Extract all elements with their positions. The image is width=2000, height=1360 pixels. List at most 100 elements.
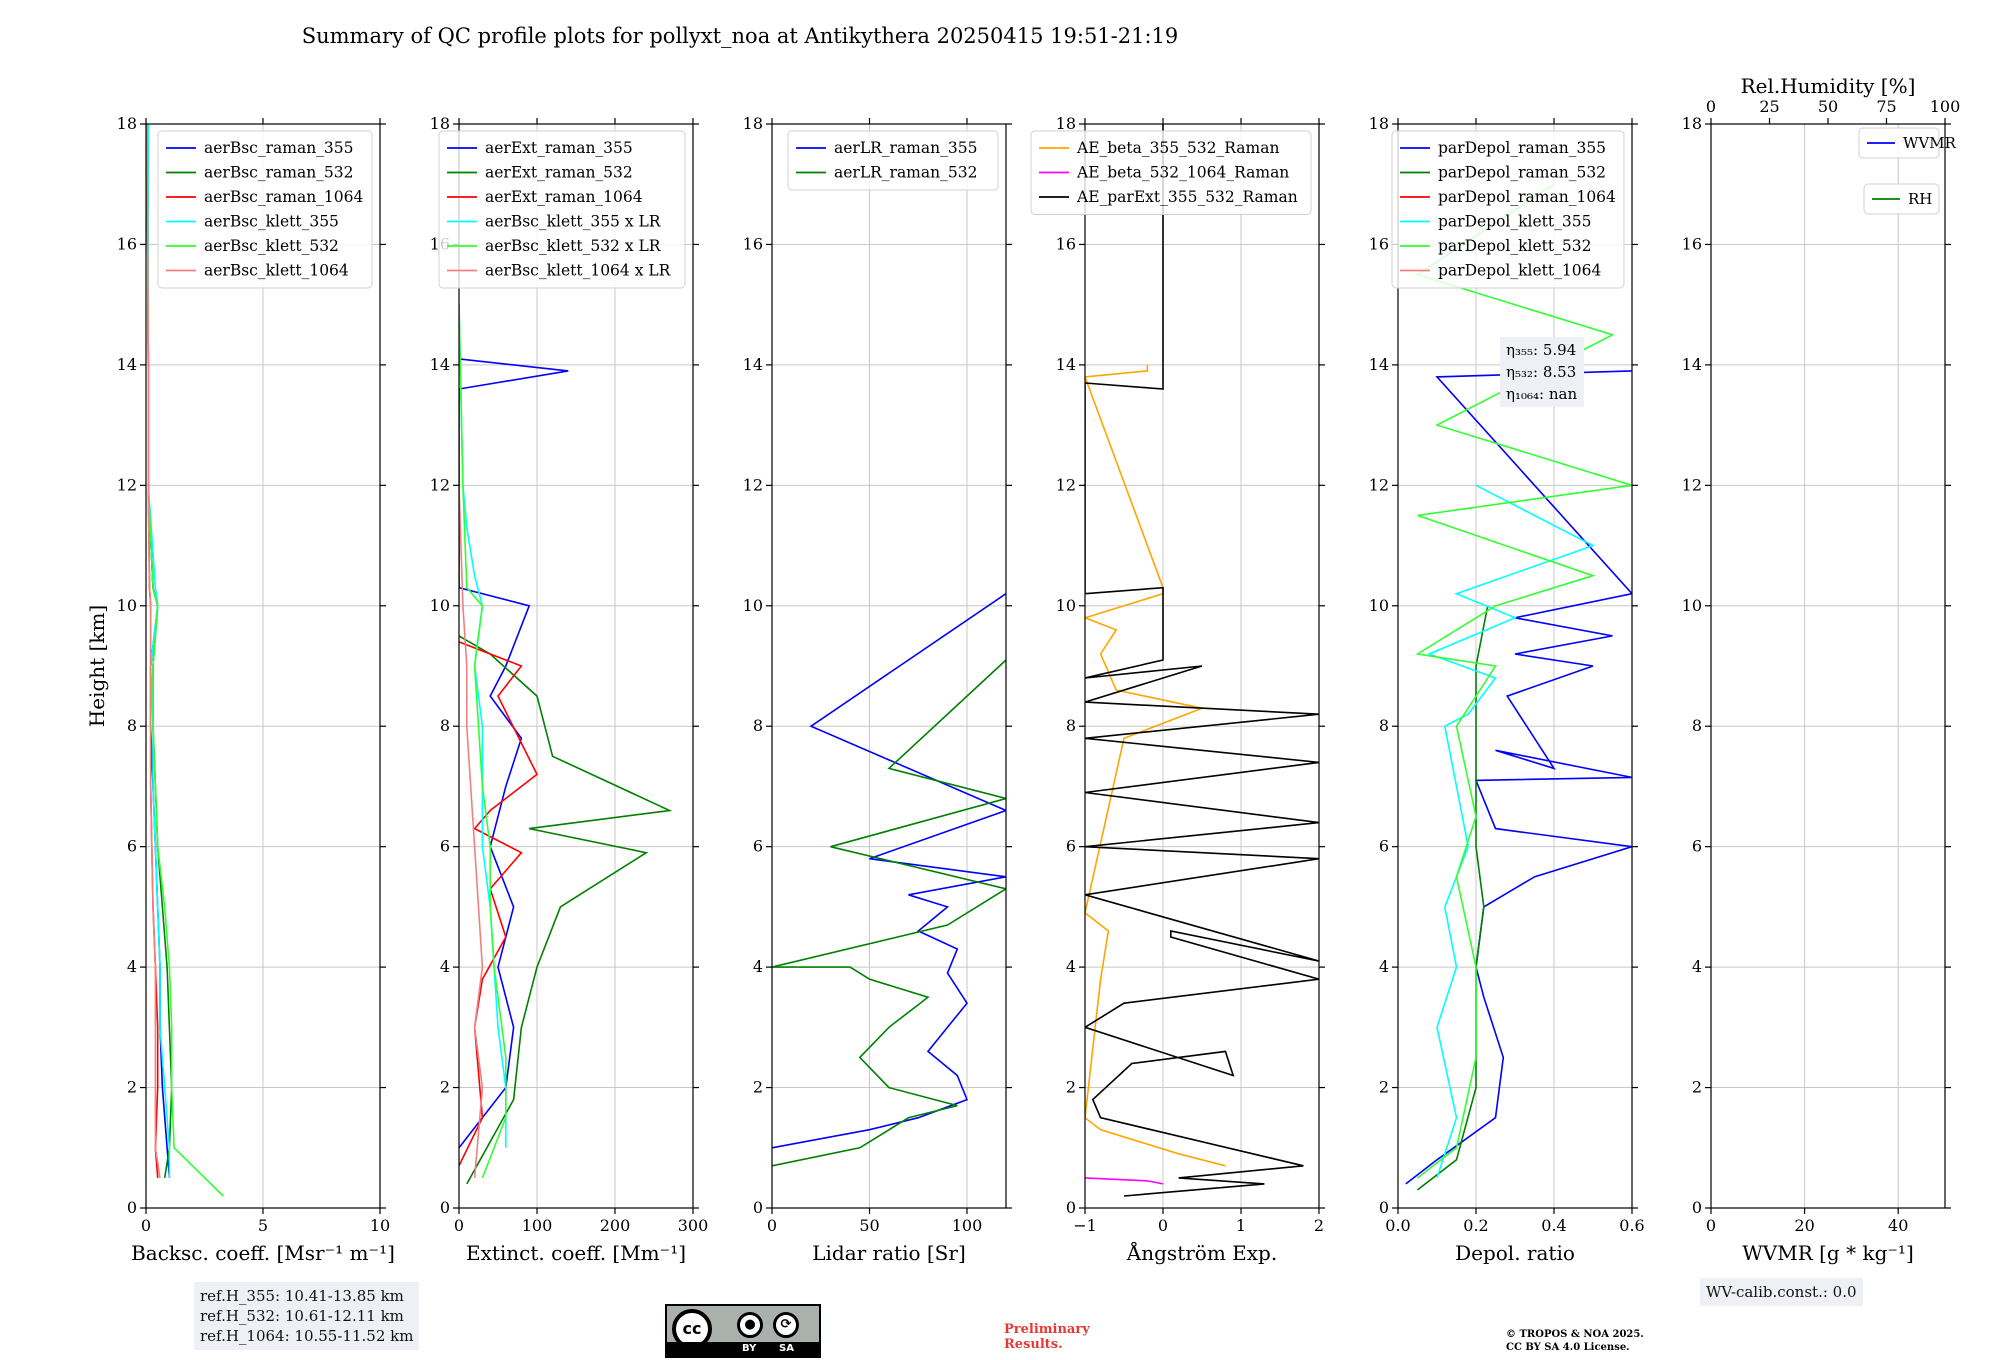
legend-box bbox=[1391, 130, 1625, 289]
y-tick-label: 12 bbox=[1056, 475, 1076, 494]
legend: aerBsc_raman_355 aerBsc_raman_532 aerBsc_r… bbox=[157, 130, 373, 289]
y-tick-label: 0 bbox=[127, 1198, 137, 1217]
legend-label: parDepol_raman_1064 bbox=[1438, 188, 1616, 206]
series-line-aerExt_raman_532 bbox=[459, 635, 673, 1185]
y-tick-label: 0 bbox=[1066, 1198, 1076, 1217]
legend-label: parDepol_klett_532 bbox=[1438, 237, 1591, 255]
legend-label: RH bbox=[1908, 190, 1932, 208]
y-tick-label: 8 bbox=[127, 716, 137, 735]
by-label: BY bbox=[742, 1343, 757, 1354]
legend-box bbox=[157, 130, 373, 289]
x-axis-label: Backsc. coeff. [Msr⁻¹ m⁻¹] bbox=[131, 1241, 395, 1265]
y-tick-label: 12 bbox=[743, 475, 763, 494]
x-axis-label: Depol. ratio bbox=[1455, 1241, 1575, 1265]
x-axis-label: Extinct. coeff. [Mm⁻¹] bbox=[466, 1241, 686, 1265]
cc-license-badge: cc ● ⟳ BY SA bbox=[665, 1304, 821, 1358]
y-tick-label: 4 bbox=[440, 957, 450, 976]
figure-title: Summary of QC profile plots for pollyxt_… bbox=[302, 24, 1179, 48]
series-line-aerBsc_klett_1064 x LR bbox=[459, 485, 484, 1178]
y-tick-label: 16 bbox=[1369, 234, 1389, 253]
legend-label: aerExt_raman_355 bbox=[485, 139, 633, 157]
legend-box bbox=[1863, 183, 1940, 215]
y-tick-label: 6 bbox=[1066, 837, 1076, 856]
legend-label: parDepol_raman_532 bbox=[1438, 164, 1606, 182]
legend-label: WVMR bbox=[1903, 134, 1957, 152]
y-tick-label: 14 bbox=[743, 355, 763, 374]
y-tick-label: 10 bbox=[743, 596, 763, 615]
y-tick-label: 14 bbox=[1682, 355, 1702, 374]
series-line-parDepol_raman_355 bbox=[1405, 370, 1632, 1185]
y-tick-label: 16 bbox=[1682, 234, 1702, 253]
y-tick-label: 4 bbox=[127, 957, 137, 976]
x-tick-label: 0 bbox=[141, 1216, 151, 1235]
x2-tick-label: 75 bbox=[1876, 97, 1896, 116]
x-tick-label: 1 bbox=[1236, 1216, 1246, 1235]
x-tick-label: 0 bbox=[1158, 1216, 1168, 1235]
series-group bbox=[459, 304, 673, 1185]
panel-wv: 0 20 40 0 2 4 6 8 10 12 14 16 18 WVMR [g * kg⁻¹] 0 25 50… bbox=[1682, 74, 1961, 1265]
y-tick-label: 4 bbox=[1379, 957, 1389, 976]
ref-height-1064: ref.H_1064: 10.55-11.52 km bbox=[200, 1327, 414, 1345]
series-line-AE_parExt_355_532_Raman bbox=[1085, 124, 1319, 1197]
y-axis-label: Height [km] bbox=[85, 605, 109, 727]
series-line-aerBsc_klett_1064 bbox=[146, 124, 161, 1179]
x-axis-label: Ångström Exp. bbox=[1126, 1240, 1277, 1265]
y-tick-label: 12 bbox=[1682, 475, 1702, 494]
y-tick-label: 8 bbox=[1066, 716, 1076, 735]
y-tick-label: 2 bbox=[1066, 1078, 1076, 1097]
legend: aerExt_raman_355 aerExt_raman_532 aerExt_r… bbox=[438, 130, 686, 289]
y-tick-label: 2 bbox=[127, 1078, 137, 1097]
x-tick-label: 0.2 bbox=[1463, 1216, 1488, 1235]
y-tick-label: 10 bbox=[117, 596, 137, 615]
x2-tick-label: 25 bbox=[1759, 97, 1779, 116]
annotation-line: η₅₃₂: 8.53 bbox=[1506, 363, 1576, 381]
annotation-line: η₃₅₅: 5.94 bbox=[1506, 341, 1576, 359]
annotation-line: η₁₀₆₄: nan bbox=[1506, 385, 1577, 403]
y-tick-label: 4 bbox=[1692, 957, 1702, 976]
x-tick-label: 0 bbox=[1706, 1216, 1716, 1235]
legend-label: AE_beta_532_1064_Raman bbox=[1076, 164, 1289, 182]
x2-tick-label: 100 bbox=[1930, 97, 1961, 116]
by-person-icon: ● bbox=[737, 1312, 763, 1338]
y-tick-label: 6 bbox=[440, 837, 450, 856]
y-tick-label: 16 bbox=[117, 234, 137, 253]
y-tick-label: 12 bbox=[117, 475, 137, 494]
y-tick-label: 10 bbox=[1682, 596, 1702, 615]
x-tick-label: 0 bbox=[767, 1216, 777, 1235]
legend-label: aerExt_raman_532 bbox=[485, 164, 633, 182]
y-tick-label: 4 bbox=[753, 957, 763, 976]
legend-label: aerBsc_klett_355 bbox=[204, 213, 339, 231]
series-line-aerBsc_klett_532 bbox=[146, 124, 224, 1197]
y-tick-label: 10 bbox=[1369, 596, 1389, 615]
legend-label: aerLR_raman_532 bbox=[834, 164, 977, 182]
x-tick-label: 20 bbox=[1794, 1216, 1814, 1235]
y-tick-label: 0 bbox=[753, 1198, 763, 1217]
wv-calib-box: WV-calib.const.: 0.0 bbox=[1700, 1278, 1863, 1306]
x-tick-label: 5 bbox=[258, 1216, 268, 1235]
panel-ext: 0100200300024681012141618Extinct. coeff.… bbox=[430, 114, 709, 1265]
y-tick-label: 14 bbox=[1369, 355, 1389, 374]
x-tick-label: 50 bbox=[859, 1216, 879, 1235]
series-line-AE_beta_532_1064_Raman bbox=[1085, 1177, 1164, 1185]
legend-box bbox=[787, 130, 999, 191]
y-tick-label: 18 bbox=[117, 114, 137, 133]
x-tick-label: 200 bbox=[600, 1216, 631, 1235]
legend-label: aerBsc_klett_532 x LR bbox=[485, 237, 662, 255]
y-tick-label: 18 bbox=[743, 114, 763, 133]
sa-share-icon: ⟳ bbox=[773, 1312, 799, 1338]
legend-label: aerBsc_klett_355 x LR bbox=[485, 213, 662, 231]
y-tick-label: 14 bbox=[117, 355, 137, 374]
legend-label: aerBsc_raman_532 bbox=[204, 164, 354, 182]
legend-WVMR: WVMR bbox=[1858, 127, 1957, 159]
x-tick-label: 0.0 bbox=[1385, 1216, 1410, 1235]
legend-label: aerBsc_klett_1064 bbox=[204, 262, 349, 280]
plot-frame bbox=[1397, 123, 1633, 1209]
series-line-parDepol_raman_532 bbox=[1417, 605, 1489, 1191]
sa-label: SA bbox=[779, 1343, 794, 1354]
plot-frame bbox=[771, 123, 1007, 1209]
x-tick-label: −1 bbox=[1073, 1216, 1097, 1235]
y-tick-label: 8 bbox=[1692, 716, 1702, 735]
plot-frame bbox=[458, 123, 694, 1209]
legend-box bbox=[1030, 130, 1312, 215]
